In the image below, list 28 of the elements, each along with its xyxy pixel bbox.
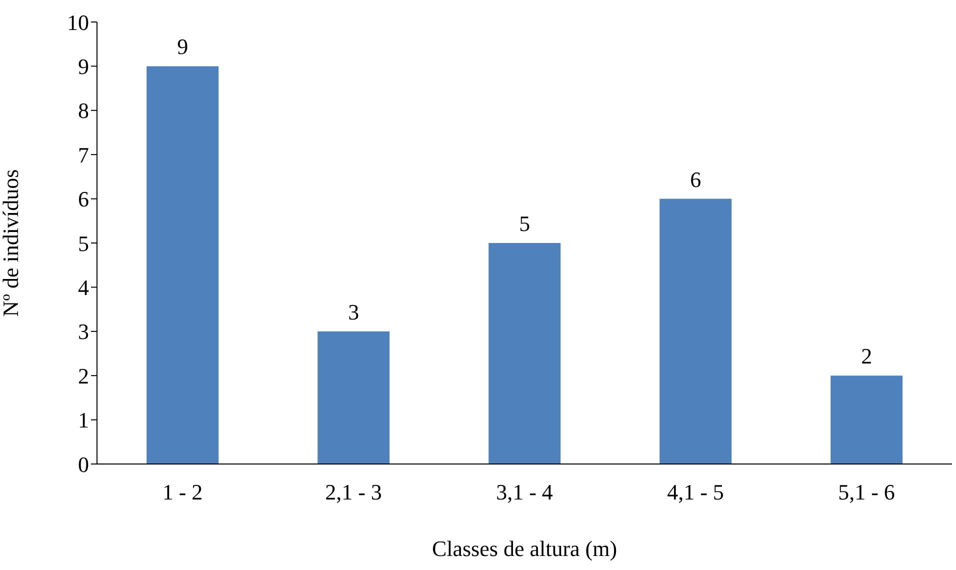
x-tick-label: 4,1 - 5	[667, 480, 724, 505]
y-tick-label: 2	[78, 363, 89, 388]
data-label: 5	[519, 211, 530, 236]
y-tick-label: 4	[78, 275, 89, 300]
bar	[660, 198, 732, 464]
y-axis-title: Nº de indivíduos	[0, 169, 23, 317]
y-tick-label: 10	[67, 10, 89, 35]
data-label: 9	[177, 34, 188, 60]
x-tick-label: 2,1 - 3	[325, 480, 382, 505]
x-tick-label: 5,1 - 6	[838, 480, 895, 505]
bar	[488, 243, 561, 464]
y-tick-label: 0	[78, 452, 89, 477]
bar	[318, 331, 390, 464]
data-label: 2	[861, 344, 872, 369]
bar	[146, 66, 219, 464]
data-label: 3	[348, 299, 360, 324]
bar	[830, 376, 903, 464]
y-tick-label: 7	[78, 142, 89, 168]
y-tick-label: 3	[78, 319, 89, 344]
x-axis-title: Classes de altura (m)	[432, 536, 618, 561]
y-tick-label: 9	[78, 54, 89, 80]
x-tick-label: 3,1 - 4	[496, 480, 553, 505]
x-tick-label: 1 - 2	[162, 480, 203, 505]
y-tick-label: 5	[78, 230, 89, 256]
y-tick-label: 8	[78, 98, 89, 124]
y-tick-label: 1	[78, 408, 89, 433]
data-label: 6	[690, 166, 702, 192]
y-tick-label: 6	[78, 186, 89, 212]
